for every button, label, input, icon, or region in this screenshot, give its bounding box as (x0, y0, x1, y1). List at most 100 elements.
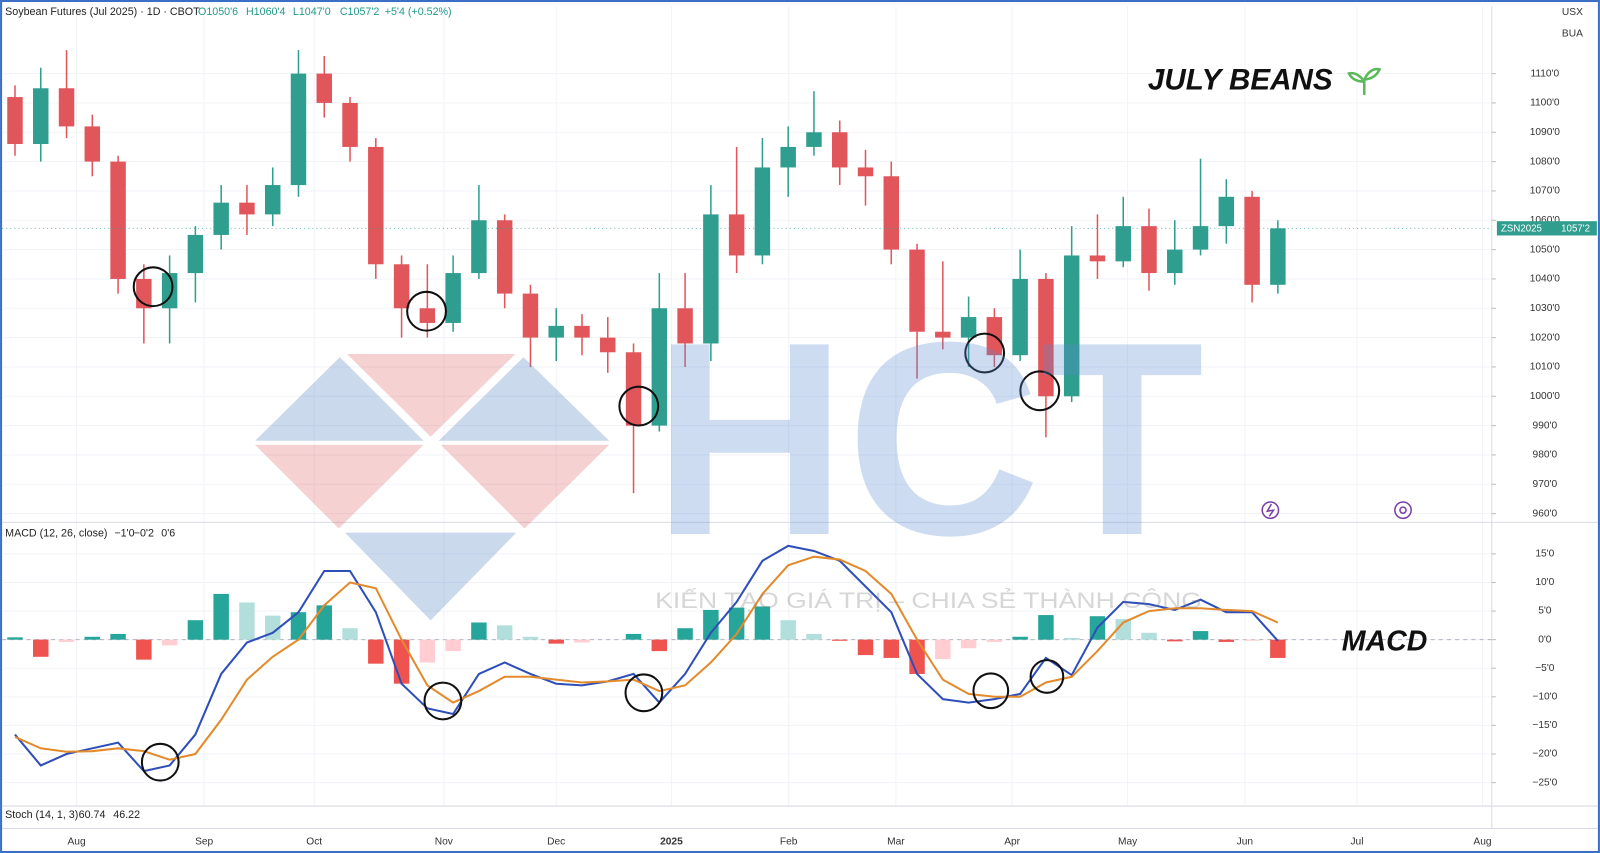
histogram-bar (187, 620, 204, 640)
y-tick-label: 970'0 (1533, 479, 1558, 490)
x-tick-label: Feb (780, 836, 798, 847)
candle-body (600, 337, 616, 353)
candle-body (213, 202, 229, 235)
histogram-bar (574, 639, 590, 643)
histogram-bar (1115, 619, 1131, 640)
currency-label: BUA (1562, 28, 1583, 39)
histogram-bar (1167, 639, 1183, 642)
candle-body (1244, 196, 1260, 285)
y-tick-label: 5'0 (1538, 606, 1552, 617)
legend-value: 60.74 (79, 809, 106, 821)
chart-title: Soybean Futures (Jul 2025) · 1D · CBOT (5, 6, 200, 18)
legend-value: −1'0 (114, 527, 134, 539)
histogram-bar (857, 639, 874, 656)
symbol-label: ZSN2025 (1501, 223, 1542, 234)
ohlc-close: C1057'2 (340, 6, 380, 18)
candle-body (419, 308, 436, 323)
candle-body (728, 214, 745, 256)
annotation: MACD (1342, 625, 1428, 657)
ohlc-change: +5'4 (+0.52%) (385, 6, 452, 18)
histogram-bar (1218, 639, 1235, 642)
histogram-bar (1063, 637, 1080, 640)
histogram-bar (84, 636, 101, 640)
y-tick-label: 10'0 (1535, 577, 1554, 588)
y-tick-label: −5'0 (1535, 663, 1555, 674)
y-tick-label: 1070'0 (1530, 186, 1561, 197)
candle-body (161, 273, 178, 309)
macd-line (14, 544, 1279, 773)
y-tick-label: −25'0 (1532, 777, 1557, 788)
y-tick-label: 1050'0 (1530, 244, 1561, 255)
histogram-bar (213, 593, 229, 640)
x-tick-label: May (1118, 836, 1138, 847)
x-tick-label: Dec (547, 836, 565, 847)
candle-body (368, 146, 384, 265)
axes-layer: Aug Sep Oct Nov Dec 2025 Feb Mar Apr May Jun Jul Aug… (2, 6, 1598, 847)
histogram-bar (909, 639, 925, 674)
histogram-bar (496, 625, 513, 640)
watermark-brand: HCT (653, 286, 1204, 593)
candle-body (857, 167, 874, 177)
histogram-bar (625, 633, 642, 640)
x-tick-label: Aug (68, 836, 86, 847)
x-tick-label: Sep (195, 836, 213, 847)
ohlc-open: O1050'6 (198, 6, 238, 18)
y-tick-label: 15'0 (1535, 549, 1554, 560)
y-tick-label: 960'0 (1533, 508, 1558, 519)
annotation: JULY BEANS (1148, 63, 1333, 96)
y-tick-label: 1040'0 (1530, 274, 1561, 285)
candle-body (239, 202, 255, 215)
y-tick-label: 1030'0 (1530, 303, 1561, 314)
grid-layer (2, 6, 1492, 807)
highlight-circles (132, 266, 1065, 782)
candle-body (522, 293, 539, 338)
histogram-bar (342, 628, 358, 640)
candle-body (496, 220, 513, 294)
histogram-bar (935, 639, 951, 660)
histogram-bar (1244, 639, 1260, 641)
y-tick-label: 0'0 (1538, 634, 1552, 645)
histogram-bar (419, 639, 436, 663)
histogram-bar (290, 612, 307, 640)
unit-label: USX (1562, 7, 1583, 18)
candle-body (1038, 278, 1054, 397)
candle-body (1270, 228, 1286, 285)
y-tick-label: 1010'0 (1530, 362, 1561, 373)
candle-body (290, 73, 307, 186)
candle-body (264, 185, 281, 215)
candle-body (1192, 226, 1209, 250)
legend-value: 0'6 (161, 527, 175, 539)
histogram-bar (7, 637, 23, 640)
histogram-bar (1038, 615, 1054, 640)
histogram-bar (445, 639, 461, 652)
histogram-bar (806, 633, 822, 640)
watermark-slogan: KIẾN TẠO GIÁ TRỊ – CHIA SẺ THÀNH CÔNG (655, 588, 1202, 613)
candle-body (677, 308, 693, 344)
histogram-bar (548, 639, 564, 644)
x-tick-label: Mar (887, 836, 905, 847)
histogram-bar (58, 639, 75, 642)
y-tick-label: 1080'0 (1530, 156, 1561, 167)
ohlc-high: H1060'4 (246, 6, 286, 18)
candle-body (1115, 226, 1131, 262)
chart-icons[interactable] (1261, 501, 1412, 520)
candle-body (780, 146, 796, 168)
macd-line (14, 555, 1279, 761)
histogram-bar (677, 628, 693, 640)
candle-body (445, 273, 461, 323)
y-tick-label: 1000'0 (1530, 391, 1561, 402)
histogram-bar (393, 639, 410, 684)
y-tick-label: 1110'0 (1530, 68, 1559, 79)
y-tick-label: 1060'0 (1530, 215, 1561, 226)
histogram-bar (1012, 636, 1028, 640)
histogram-bar (136, 639, 152, 660)
candle-body (909, 249, 925, 332)
candle-body (110, 161, 126, 279)
y-tick-label: 1090'0 (1530, 127, 1561, 138)
stoch-title: Stoch (14, 1, 3) (5, 809, 78, 821)
y-tick-label: −15'0 (1532, 720, 1557, 731)
x-tick-label: Jul (1350, 836, 1363, 847)
histogram-bar (368, 639, 384, 664)
